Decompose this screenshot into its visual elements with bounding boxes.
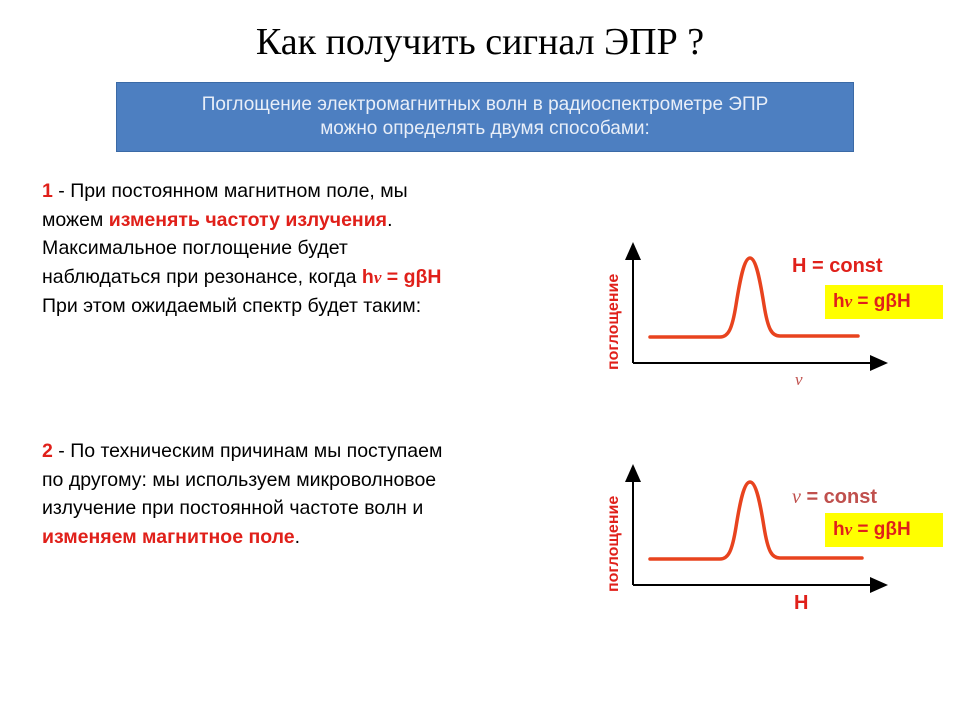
method-2-line-4: изменяем магнитное поле. bbox=[42, 525, 301, 548]
method-1-number: 1 bbox=[42, 180, 53, 202]
method-2-text: 2 - По техническим причинам мы поступаем… bbox=[42, 437, 562, 551]
method-1-highlight: изменять частоту излучения bbox=[108, 208, 388, 231]
graph-2-curve bbox=[648, 480, 864, 561]
method-2-line-3: излучение при постоянной частоте волн и bbox=[42, 497, 424, 519]
intro-banner: Поглощение электромагнитных волн в радио… bbox=[116, 82, 854, 152]
graph-2-formula-box: hν = gβH bbox=[825, 513, 943, 547]
page-title: Как получить сигнал ЭПР ? bbox=[255, 21, 705, 63]
graph-1-x-label: ν bbox=[795, 370, 803, 389]
method-1-line-4: наблюдаться при резонансе, когда hν = gβ… bbox=[42, 265, 442, 288]
method-2-line-1: 2 - По техническим причинам мы поступаем bbox=[42, 440, 443, 462]
method-2-line-2: по другому: мы используем микроволновое bbox=[42, 468, 437, 491]
method-1-line-5: При этом ожидаемый спектр будет таким: bbox=[42, 295, 422, 317]
graph-1-formula-box: hν = gβH bbox=[825, 285, 943, 319]
method-1-line-3: Максимальное поглощение будет bbox=[42, 237, 348, 259]
method-2-number: 2 bbox=[42, 440, 53, 462]
banner-line-1: Поглощение электромагнитных волн в радио… bbox=[201, 94, 769, 115]
graph-1-condition: H = const bbox=[792, 255, 883, 277]
graph-1-y-label: поглощение bbox=[605, 273, 622, 370]
method-1-line-1: 1 - При постоянном магнитном поле, мы bbox=[42, 180, 408, 202]
graph-1-curve bbox=[648, 256, 860, 339]
method-1-line-2: можем изменять частоту излучения. bbox=[42, 208, 393, 231]
method-1-formula: hν = gβH bbox=[361, 265, 442, 288]
graph-2-condition: ν = const bbox=[792, 486, 878, 508]
banner-line-2: можно определять двумя способами: bbox=[320, 118, 650, 139]
method-2-highlight: изменяем магнитное поле bbox=[42, 525, 295, 548]
method-1-text: 1 - При постоянном магнитном поле, мы мо… bbox=[42, 177, 562, 321]
graph-2-y-label: поглощение bbox=[605, 495, 622, 592]
graph-2-x-label: H bbox=[794, 592, 809, 614]
